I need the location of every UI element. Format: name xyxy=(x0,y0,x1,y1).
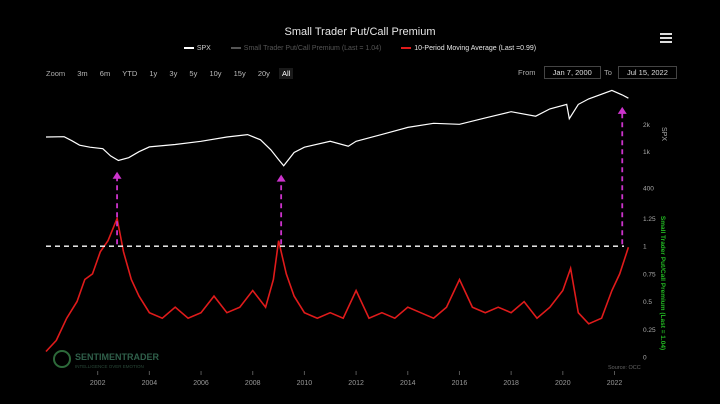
legend-item-spx[interactable]: SPX xyxy=(183,45,211,52)
zoom-5y-button[interactable]: 5y xyxy=(189,69,198,78)
x-tick-label-2006: 2006 xyxy=(193,380,209,387)
watermark-brand: SENTIMENTRADER xyxy=(75,352,160,362)
spx-axis-label: SPX xyxy=(660,127,667,141)
zoom-ytd-button[interactable]: YTD xyxy=(122,69,138,78)
zoom-15y-button[interactable]: 15y xyxy=(233,69,246,78)
premium-tick-label-0: 0 xyxy=(643,355,647,362)
chart-menu-button[interactable] xyxy=(660,33,672,43)
legend-swatch-moving-average xyxy=(401,47,412,50)
premium-tick-label-0.5: 0.5 xyxy=(643,299,652,306)
zoom-10y-button[interactable]: 10y xyxy=(209,69,222,78)
zoom-20y-button[interactable]: 20y xyxy=(257,69,270,78)
legend-swatch-spx xyxy=(183,47,194,50)
legend-label-moving-average: 10-Period Moving Average (Last =0.99) xyxy=(414,45,537,52)
x-tick-label-2004: 2004 xyxy=(142,380,158,387)
spx-tick-label-2k: 2k xyxy=(643,122,651,129)
watermark: SENTIMENTRADER INTELLIGENCE OVER EMOTION xyxy=(53,350,160,369)
chart-title: Small Trader Put/Call Premium xyxy=(284,26,436,38)
zoom-3y-button[interactable]: 3y xyxy=(169,69,178,78)
range-to-input[interactable]: Jul 15, 2022 xyxy=(618,66,677,79)
signal-arrow-head-1 xyxy=(112,171,122,179)
spx-tick-label-1k: 1k xyxy=(643,149,651,156)
x-tick-label-2020: 2020 xyxy=(555,380,571,387)
premium-tick-label-0.75: 0.75 xyxy=(643,271,656,278)
range-from-input[interactable]: Jan 7, 2000 xyxy=(543,66,601,79)
x-tick-label-2014: 2014 xyxy=(400,380,416,387)
legend-label-spx: SPX xyxy=(196,45,211,52)
spx-tick-label-400: 400 xyxy=(643,185,654,192)
legend-item-moving-average[interactable]: 10-Period Moving Average (Last =0.99) xyxy=(401,45,536,52)
x-tick-label-2022: 2022 xyxy=(607,380,623,387)
x-tick-label-2010: 2010 xyxy=(297,380,313,387)
range-to: To Jul 15, 2022 xyxy=(604,66,677,79)
range-from-label: From xyxy=(518,68,536,77)
zoom-3m-button[interactable]: 3m xyxy=(77,69,88,78)
legend: SPX Small Trader Put/Call Premium (Last … xyxy=(0,45,720,52)
x-tick-label-2016: 2016 xyxy=(452,380,468,387)
x-tick-label-2008: 2008 xyxy=(245,380,261,387)
moving-average-series-line xyxy=(45,215,630,353)
premium-tick-label-1: 1 xyxy=(643,244,647,251)
premium-tick-label-0.25: 0.25 xyxy=(643,327,656,334)
watermark-logo-icon xyxy=(53,350,71,368)
signal-arrow-head-2 xyxy=(276,174,286,182)
zoom-all-button[interactable]: All xyxy=(279,68,294,79)
x-tick-label-2002: 2002 xyxy=(90,380,106,387)
x-tick-label-2012: 2012 xyxy=(348,380,364,387)
zoom-label: Zoom xyxy=(46,69,66,78)
range-to-label: To xyxy=(604,68,612,77)
legend-swatch-premium xyxy=(230,47,241,50)
zoom-1y-button[interactable]: 1y xyxy=(149,69,158,78)
zoom-bar: Zoom 3m 6m YTD 1y 3y 5y 10y 15y 20y All xyxy=(46,68,297,79)
premium-tick-label-1.25: 1.25 xyxy=(643,216,656,223)
zoom-6m-button[interactable]: 6m xyxy=(99,69,111,78)
range-from: From Jan 7, 2000 xyxy=(518,66,601,79)
premium-axis-label: Small Trader Put/Call Premium (Last = 1.… xyxy=(659,216,666,350)
legend-label-premium: Small Trader Put/Call Premium (Last = 1.… xyxy=(243,45,382,52)
spx-series-line xyxy=(45,89,629,167)
source-note: Source: OCC xyxy=(608,365,641,371)
x-tick-label-2018: 2018 xyxy=(503,380,519,387)
signal-arrow-head-3 xyxy=(617,106,627,114)
legend-item-premium[interactable]: Small Trader Put/Call Premium (Last = 1.… xyxy=(230,45,382,52)
watermark-tagline: INTELLIGENCE OVER EMOTION xyxy=(75,364,144,369)
